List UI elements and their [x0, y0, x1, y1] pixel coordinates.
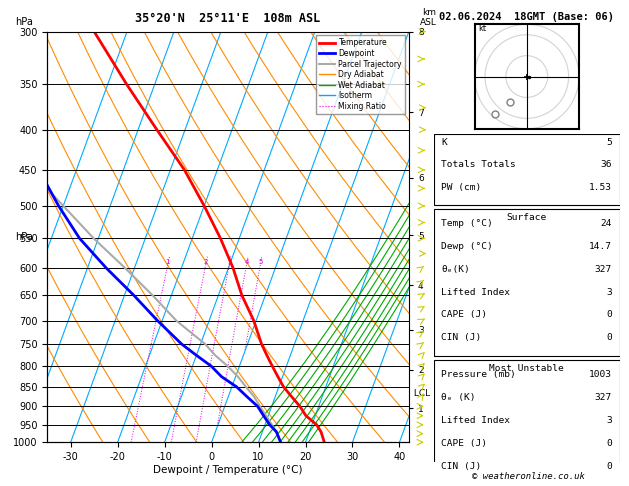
Text: 0: 0 — [606, 439, 612, 448]
Text: Temp (°C): Temp (°C) — [442, 219, 493, 227]
Text: 02.06.2024  18GMT (Base: 06): 02.06.2024 18GMT (Base: 06) — [439, 12, 614, 22]
Legend: Temperature, Dewpoint, Parcel Trajectory, Dry Adiabat, Wet Adiabat, Isotherm, Mi: Temperature, Dewpoint, Parcel Trajectory… — [316, 35, 405, 114]
Text: Totals Totals: Totals Totals — [442, 160, 516, 169]
Text: 5: 5 — [606, 138, 612, 147]
Text: 1003: 1003 — [589, 369, 612, 379]
Text: 1: 1 — [165, 259, 170, 265]
Text: 0: 0 — [606, 311, 612, 319]
Text: LCL: LCL — [411, 389, 430, 399]
Text: θₑ (K): θₑ (K) — [442, 393, 476, 401]
Text: Pressure (mb): Pressure (mb) — [442, 369, 516, 379]
Text: Surface: Surface — [507, 213, 547, 223]
Text: Dewp (°C): Dewp (°C) — [442, 242, 493, 251]
Bar — [434, 134, 620, 206]
Text: 5: 5 — [258, 259, 262, 265]
Text: PW (cm): PW (cm) — [442, 183, 482, 192]
Bar — [434, 209, 620, 356]
Text: CAPE (J): CAPE (J) — [442, 311, 487, 319]
Text: 327: 327 — [595, 393, 612, 401]
Text: Lifted Index: Lifted Index — [442, 288, 510, 296]
Text: hPa: hPa — [14, 232, 33, 242]
Text: 36: 36 — [601, 160, 612, 169]
Text: 4: 4 — [244, 259, 248, 265]
X-axis label: Dewpoint / Temperature (°C): Dewpoint / Temperature (°C) — [153, 465, 303, 475]
Text: CAPE (J): CAPE (J) — [442, 439, 487, 448]
Text: 0: 0 — [606, 333, 612, 343]
Text: 35°20'N  25°11'E  108m ASL: 35°20'N 25°11'E 108m ASL — [135, 12, 321, 25]
Text: hPa: hPa — [14, 17, 33, 28]
Text: © weatheronline.co.uk: © weatheronline.co.uk — [472, 472, 585, 481]
Text: Most Unstable: Most Unstable — [489, 364, 564, 373]
Text: 2: 2 — [203, 259, 208, 265]
Text: CIN (J): CIN (J) — [442, 333, 482, 343]
Text: 14.7: 14.7 — [589, 242, 612, 251]
Text: kt: kt — [479, 23, 487, 33]
Text: 3: 3 — [227, 259, 231, 265]
Text: 3: 3 — [606, 288, 612, 296]
Text: K: K — [442, 138, 447, 147]
Bar — [434, 360, 620, 485]
Text: 24: 24 — [601, 219, 612, 227]
Text: 327: 327 — [595, 264, 612, 274]
Text: 3: 3 — [606, 416, 612, 425]
Text: θₑ(K): θₑ(K) — [442, 264, 470, 274]
Text: km
ASL: km ASL — [420, 8, 437, 28]
Text: CIN (J): CIN (J) — [442, 462, 482, 471]
Text: Lifted Index: Lifted Index — [442, 416, 510, 425]
Text: 0: 0 — [606, 462, 612, 471]
Text: 1.53: 1.53 — [589, 183, 612, 192]
